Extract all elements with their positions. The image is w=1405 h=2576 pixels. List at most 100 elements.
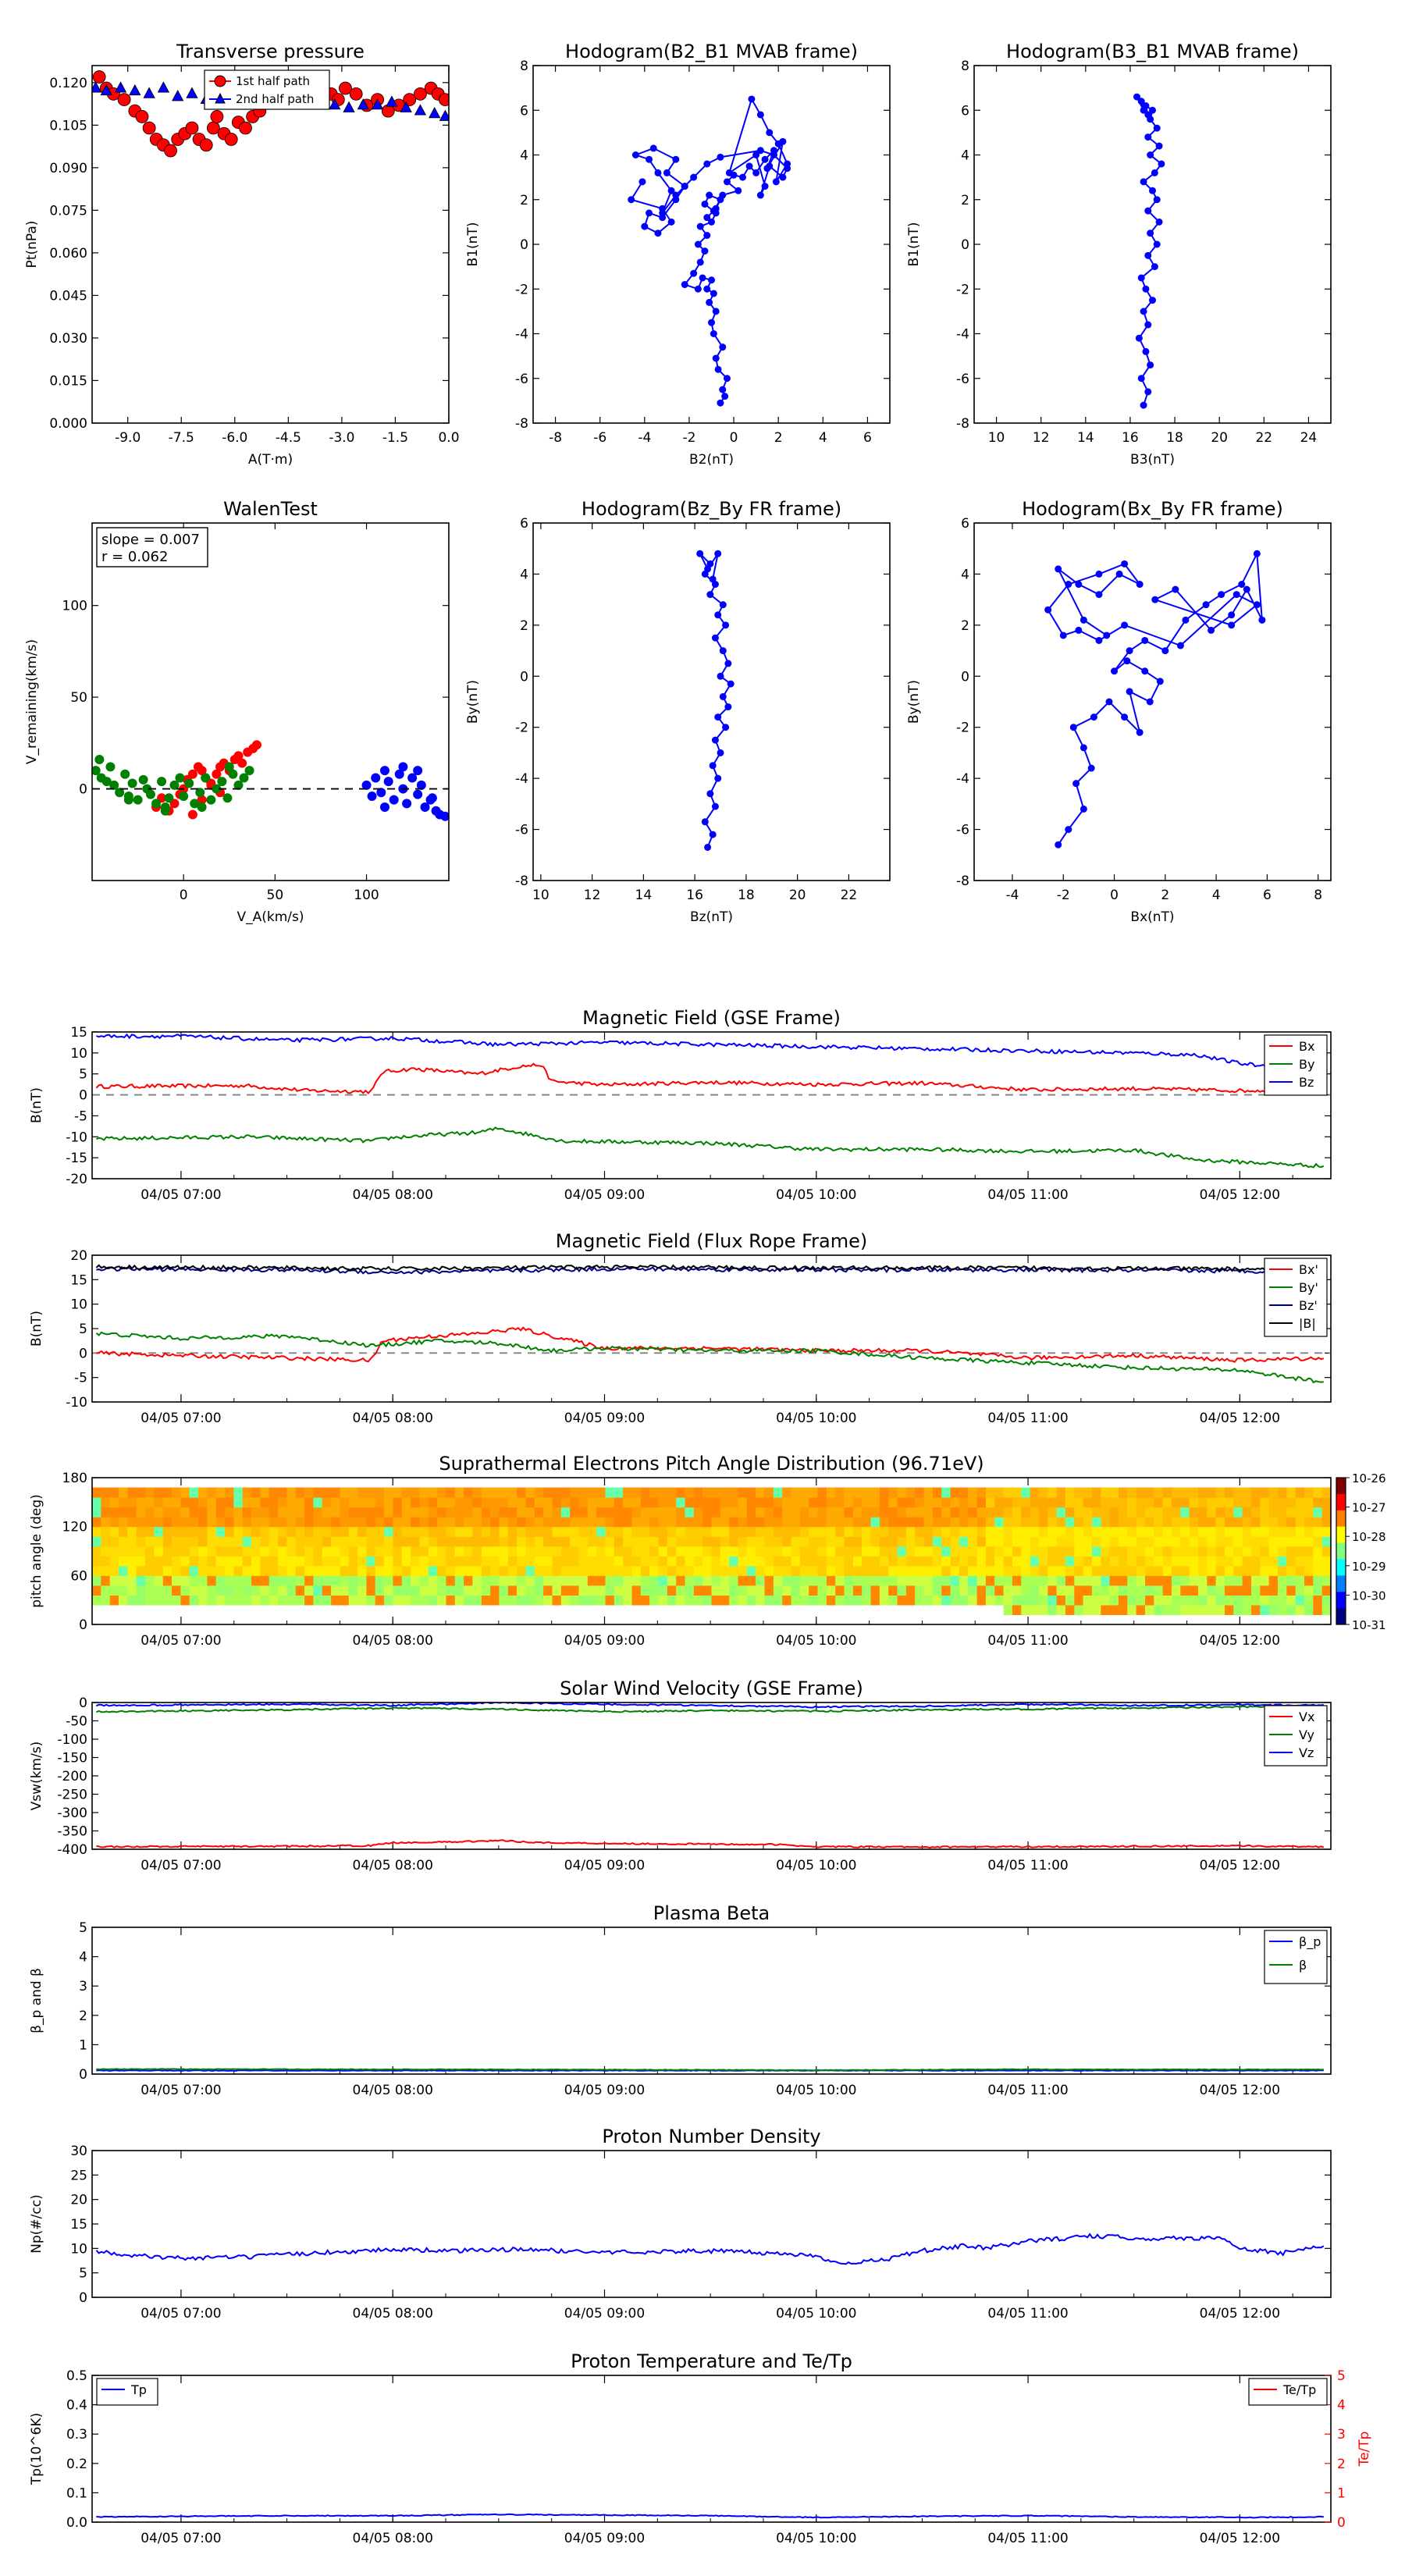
heatmap-cell xyxy=(552,1517,562,1528)
data-point xyxy=(706,298,713,306)
heatmap-cell xyxy=(472,1517,482,1528)
heatmap-cell xyxy=(764,1507,774,1517)
heatmap-cell xyxy=(507,1595,518,1606)
heatmap-cell xyxy=(1162,1517,1172,1528)
heatmap-cell xyxy=(136,1536,146,1547)
heatmap-cell xyxy=(180,1526,190,1537)
heatmap-cell xyxy=(879,1487,889,1498)
x-axis-label: V_A(km/s) xyxy=(237,909,304,925)
heatmap-cell xyxy=(92,1497,101,1508)
heatmap-cell xyxy=(136,1526,146,1537)
heatmap-cell xyxy=(1065,1595,1075,1606)
heatmap-cell xyxy=(729,1585,739,1596)
heatmap-cell xyxy=(348,1526,358,1537)
heatmap-cell xyxy=(251,1517,261,1528)
heatmap-cell xyxy=(791,1585,801,1596)
heatmap-cell xyxy=(1127,1575,1137,1586)
heatmap-cell xyxy=(145,1517,155,1528)
data-point xyxy=(711,802,719,810)
heatmap-cell xyxy=(950,1507,960,1517)
data-point xyxy=(195,788,205,798)
heatmap-cell xyxy=(905,1536,916,1547)
heatmap-cell xyxy=(738,1546,748,1557)
heatmap-cell xyxy=(976,1517,987,1528)
heatmap-cell xyxy=(366,1556,376,1567)
heatmap-cell xyxy=(870,1487,880,1498)
data-point xyxy=(1121,713,1129,721)
heatmap-cell xyxy=(1251,1517,1261,1528)
heatmap-cell xyxy=(207,1595,217,1606)
heatmap-cell xyxy=(1109,1595,1119,1606)
heatmap-cell xyxy=(481,1556,491,1567)
heatmap-cell xyxy=(1215,1575,1225,1586)
heatmap-cell xyxy=(1225,1526,1234,1537)
heatmap-cell xyxy=(1321,1526,1331,1537)
heatmap-cell xyxy=(1003,1536,1013,1547)
heatmap-cell xyxy=(702,1575,713,1586)
heatmap-cell xyxy=(693,1487,703,1498)
heatmap-cell xyxy=(1101,1546,1111,1557)
heatmap-cell xyxy=(1003,1595,1013,1606)
heatmap-cell xyxy=(1180,1507,1190,1517)
heatmap-cell xyxy=(1278,1487,1287,1498)
heatmap-cell xyxy=(127,1497,137,1508)
heatmap-cell xyxy=(640,1575,650,1586)
heatmap-cell xyxy=(419,1546,429,1557)
heatmap-cell xyxy=(136,1517,146,1528)
heatmap-cell xyxy=(1268,1546,1279,1557)
heatmap-cell xyxy=(1207,1487,1217,1498)
legend-box xyxy=(1264,1034,1328,1096)
heatmap-cell xyxy=(1242,1497,1252,1508)
heatmap-cell xyxy=(799,1536,809,1547)
heatmap-cell xyxy=(1251,1565,1261,1576)
legend-label: Tp xyxy=(130,2382,147,2397)
data-point xyxy=(714,774,722,782)
heatmap-cell xyxy=(985,1585,995,1596)
heatmap-cell xyxy=(517,1507,526,1517)
heatmap-cell xyxy=(278,1507,287,1517)
heatmap-cell xyxy=(180,1497,190,1508)
heatmap-cell xyxy=(826,1565,836,1576)
heatmap-cell xyxy=(897,1575,907,1586)
y-tick-label: -350 xyxy=(57,1824,87,1840)
x-tick-label: 04/05 09:00 xyxy=(564,1858,645,1873)
plot-area xyxy=(92,1487,1331,1615)
heatmap-cell xyxy=(401,1556,411,1567)
heatmap-cell xyxy=(782,1536,792,1547)
heatmap-cell xyxy=(1172,1526,1181,1537)
heatmap-cell xyxy=(198,1526,208,1537)
heatmap-cell xyxy=(631,1546,642,1557)
heatmap-cell xyxy=(1268,1604,1279,1615)
heatmap-cell xyxy=(1021,1565,1031,1576)
heatmap-cell xyxy=(994,1526,1005,1537)
heatmap-cell xyxy=(729,1526,739,1537)
heatmap-cell xyxy=(1172,1585,1181,1596)
y-tick-label: -6 xyxy=(956,372,969,387)
heatmap-cell xyxy=(773,1575,783,1586)
x-tick-label: 04/05 07:00 xyxy=(140,2531,221,2546)
heatmap-cell xyxy=(1260,1497,1270,1508)
x-tick-label: 24 xyxy=(1300,430,1318,446)
heatmap-cell xyxy=(676,1595,686,1606)
heatmap-cell xyxy=(109,1565,119,1576)
heatmap-cell xyxy=(879,1517,889,1528)
legend-box xyxy=(204,69,330,110)
data-point xyxy=(228,769,238,779)
y-tick-label: 0 xyxy=(79,1617,87,1633)
x-tick-label: 04/05 09:00 xyxy=(564,2306,645,2322)
heatmap-cell xyxy=(145,1487,155,1498)
heatmap-cell xyxy=(127,1507,137,1517)
heatmap-cell xyxy=(322,1595,332,1606)
heatmap-cell xyxy=(976,1536,987,1547)
heatmap-cell xyxy=(295,1595,305,1606)
heatmap-cell xyxy=(437,1487,446,1498)
data-point xyxy=(187,809,197,820)
heatmap-cell xyxy=(304,1526,314,1537)
heatmap-cell xyxy=(1189,1565,1199,1576)
heatmap-cell xyxy=(923,1546,934,1557)
heatmap-cell xyxy=(225,1536,234,1547)
data-point xyxy=(367,791,377,801)
heatmap-cell xyxy=(959,1565,969,1576)
heatmap-cell xyxy=(1101,1575,1111,1586)
